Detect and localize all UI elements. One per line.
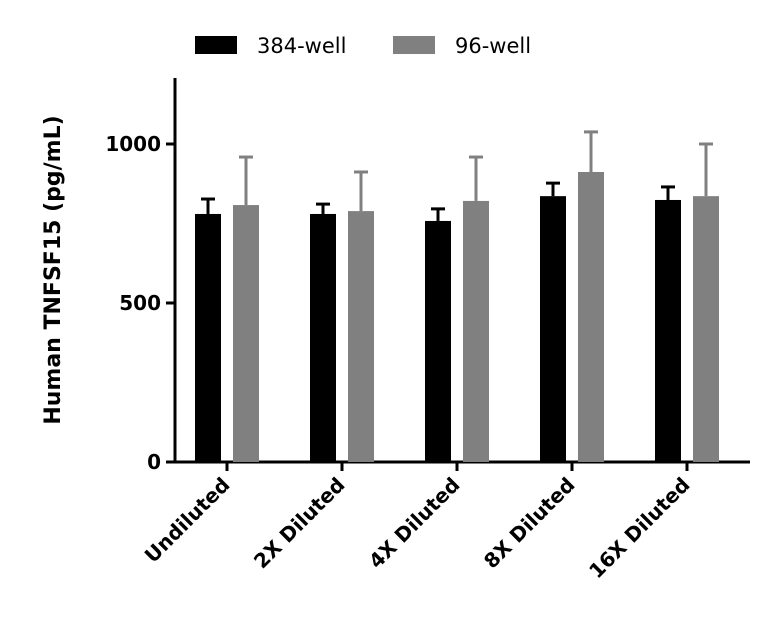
bars — [195, 130, 719, 463]
bar-384-well — [655, 199, 681, 462]
y-tick-label: 0 — [147, 450, 161, 474]
bar-96-well — [578, 171, 604, 462]
y-tick-label: 500 — [119, 291, 161, 315]
legend-swatch — [195, 36, 237, 54]
bar-384-well — [195, 213, 221, 462]
x-tick-label: 8X Diluted — [479, 473, 580, 574]
legend-swatch — [393, 36, 435, 54]
x-tick-label: 16X Diluted — [584, 473, 694, 583]
y-axis-label: Human TNFSF15 (pg/mL) — [41, 115, 66, 424]
bar-96-well — [348, 211, 374, 462]
bar-96-well — [233, 205, 259, 462]
legend-label: 96-well — [455, 34, 531, 58]
bar-384-well — [425, 220, 451, 462]
legend: 384-well 96-well — [195, 34, 531, 58]
x-tick-label: 2X Diluted — [249, 473, 350, 574]
bar-384-well — [540, 196, 566, 463]
legend-label: 384-well — [257, 34, 346, 58]
y-tick-label: 1000 — [105, 132, 161, 156]
bar-96-well — [463, 200, 489, 462]
x-tick-label: 4X Diluted — [364, 473, 465, 574]
bar-384-well — [310, 213, 336, 462]
x-tick-label: Undiluted — [140, 473, 235, 568]
bar-96-well — [693, 196, 719, 463]
